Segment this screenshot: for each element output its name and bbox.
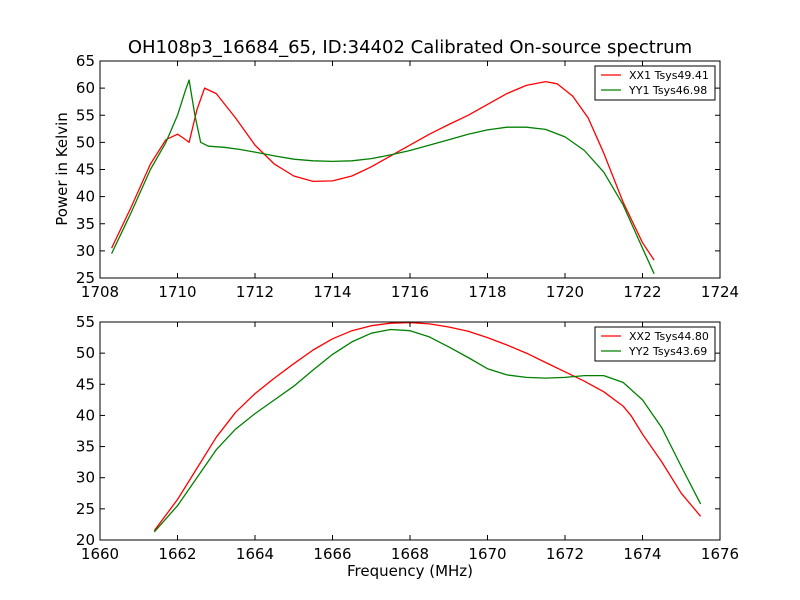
x-tick-label: 1718 <box>468 283 506 301</box>
x-tick-label: 1714 <box>313 283 351 301</box>
x-tick-label: 1666 <box>313 545 351 563</box>
series-line-xx2 <box>153 321 702 532</box>
y-tick-label: 50 <box>76 133 95 151</box>
legend: XX2 Tsys44.80 YY2 Tsys43.69 <box>594 326 716 362</box>
x-tick-label: 1710 <box>158 283 196 301</box>
y-tick-label: 55 <box>76 313 95 331</box>
y-tick-label: 40 <box>76 406 95 424</box>
y-tick-label: 65 <box>76 52 95 70</box>
x-tick-label: 1674 <box>623 545 661 563</box>
y-tick-label: 60 <box>76 79 95 97</box>
x-tick-label: 1724 <box>701 283 739 301</box>
x-tick-label: 1676 <box>701 545 739 563</box>
x-tick-label: 1708 <box>81 283 119 301</box>
y-tick-label: 45 <box>76 161 95 179</box>
x-axis-label: Frequency (MHz) <box>347 562 473 580</box>
y-tick-label: 30 <box>76 469 95 487</box>
y-tick-label: 55 <box>76 106 95 124</box>
y-tick-label: 25 <box>76 269 95 287</box>
x-tick-label: 1720 <box>546 283 584 301</box>
legend-box <box>594 326 716 362</box>
series-line-yy2 <box>153 328 702 533</box>
legend-box <box>594 65 716 101</box>
top-spectrum-panel: 1708 1710 1712 1714 1716 1718 1720 1722 1724 25 30… <box>76 52 739 301</box>
x-tick-label: 1660 <box>81 545 119 563</box>
chart-title: OH108p3_16684_65, ID:34402 Calibrated On… <box>128 37 692 58</box>
y-tick-label: 30 <box>76 242 95 260</box>
x-tick-label: 1672 <box>546 545 584 563</box>
legend: XX1 Tsys49.41 YY1 Tsys46.98 <box>594 65 716 101</box>
x-tick-label: 1712 <box>236 283 274 301</box>
x-tick-label: 1668 <box>391 545 429 563</box>
y-tick-label: 40 <box>76 188 95 206</box>
legend-label: YY1 Tsys46.98 <box>628 84 707 97</box>
y-tick-label: 35 <box>76 438 95 456</box>
x-tick-label: 1722 <box>623 283 661 301</box>
x-tick-label: 1716 <box>391 283 429 301</box>
y-tick-label: 20 <box>76 531 95 549</box>
y-tick-label: 25 <box>76 500 95 518</box>
y-tick-label: 45 <box>76 375 95 393</box>
bottom-spectrum-panel: 1660 1662 1664 1666 1668 1670 1672 1674 1676 20 25… <box>76 313 739 563</box>
y-axis-label: Power in Kelvin <box>53 112 71 226</box>
series-line-yy1 <box>111 79 655 274</box>
x-tick-label: 1664 <box>236 545 274 563</box>
legend-label: YY2 Tsys43.69 <box>628 345 707 358</box>
x-tick-label: 1670 <box>468 545 506 563</box>
y-tick-label: 35 <box>76 215 95 233</box>
legend-label: XX2 Tsys44.80 <box>629 330 709 343</box>
series-line-xx1 <box>111 80 655 261</box>
legend-label: XX1 Tsys49.41 <box>629 69 709 82</box>
x-tick-label: 1662 <box>158 545 196 563</box>
y-tick-label: 50 <box>76 344 95 362</box>
